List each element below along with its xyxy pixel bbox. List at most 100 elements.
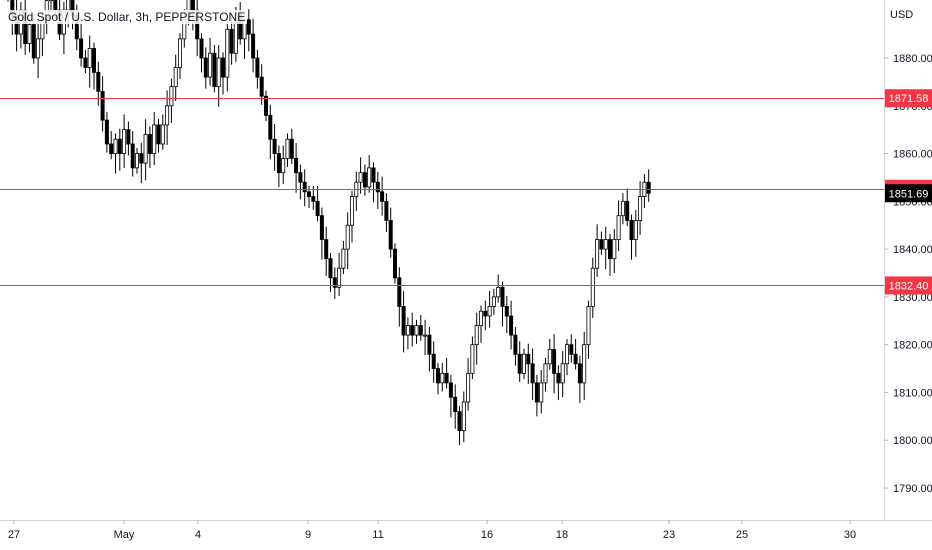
candle-body xyxy=(268,114,273,140)
candle-body xyxy=(423,334,428,337)
time-tick-label: 4 xyxy=(195,529,201,541)
candle xyxy=(461,391,466,443)
candle-body xyxy=(122,129,127,154)
candle xyxy=(276,145,281,188)
candle xyxy=(354,171,359,211)
candle-body xyxy=(453,396,458,412)
candle-body xyxy=(328,258,333,279)
candle-body xyxy=(216,57,221,88)
candle xyxy=(530,348,535,401)
candle-body xyxy=(345,224,350,250)
candle-body xyxy=(483,310,488,317)
symbol-title[interactable]: Gold Spot / U.S. Dollar, 3h, PEPPERSTONE xyxy=(6,10,248,24)
candle xyxy=(384,193,389,232)
candle-body xyxy=(143,134,148,164)
candle xyxy=(612,229,617,274)
candle-body xyxy=(560,363,565,384)
candle xyxy=(552,334,557,394)
candle xyxy=(367,154,372,193)
time-tick-label: 23 xyxy=(663,529,675,541)
candle xyxy=(418,315,423,341)
candle-body xyxy=(435,368,440,384)
candle xyxy=(560,350,565,398)
candle-body xyxy=(139,153,144,164)
candle xyxy=(36,23,41,79)
currency-label[interactable]: USD xyxy=(890,9,914,21)
candle-body xyxy=(36,38,41,59)
candle-body xyxy=(629,220,634,240)
candle-body xyxy=(500,286,505,307)
price-tick-label: 1810.00 xyxy=(893,387,932,399)
candle-body xyxy=(461,401,466,432)
time-tick-label: 16 xyxy=(481,529,493,541)
candle-body xyxy=(349,196,354,226)
candle-body xyxy=(134,153,139,169)
candle-body xyxy=(79,38,84,59)
level-price-tag[interactable]: 1832.40 xyxy=(885,276,932,295)
time-tick-label: May xyxy=(114,529,135,541)
candle xyxy=(212,45,217,93)
candle xyxy=(431,341,436,383)
candle xyxy=(139,143,144,184)
candle-body xyxy=(625,200,630,221)
candle-body xyxy=(491,296,496,307)
candle xyxy=(49,0,54,13)
candle xyxy=(281,145,286,185)
level-price-tag-text: 1832.40 xyxy=(889,280,929,292)
candle xyxy=(513,327,518,366)
price-tick-label: 1790.00 xyxy=(893,483,932,495)
candle xyxy=(83,49,88,74)
candle xyxy=(263,90,268,122)
candle-body xyxy=(534,382,539,403)
candle-body xyxy=(608,239,613,260)
candle-body xyxy=(173,67,178,88)
candle-body xyxy=(332,277,337,288)
candle xyxy=(358,157,363,194)
candle xyxy=(556,365,561,401)
candle-body xyxy=(225,28,230,78)
candle xyxy=(625,188,630,227)
candle xyxy=(319,207,324,260)
candle xyxy=(104,111,109,153)
candle-body xyxy=(130,143,135,169)
candle-body xyxy=(517,353,522,374)
candle xyxy=(109,131,114,160)
candle-body xyxy=(375,181,380,193)
candle-body xyxy=(229,28,234,54)
candle-body xyxy=(392,248,397,279)
candle-body xyxy=(569,344,574,355)
price-tick-label: 1830.00 xyxy=(893,292,932,304)
candle xyxy=(117,128,122,171)
candle-body xyxy=(358,172,363,183)
candle-body xyxy=(203,57,208,78)
candle-body xyxy=(633,220,638,240)
candle-body xyxy=(466,372,471,403)
candle-body xyxy=(470,344,475,374)
candle-body xyxy=(362,172,367,188)
candle xyxy=(152,111,157,166)
candle xyxy=(100,76,105,132)
candle-body xyxy=(298,172,303,183)
candle xyxy=(87,35,92,88)
candle xyxy=(522,348,527,380)
candle xyxy=(337,252,342,296)
candle xyxy=(362,164,367,196)
candle-body xyxy=(504,306,509,317)
candle xyxy=(638,181,643,235)
candle-body xyxy=(87,48,92,68)
last-price-tag[interactable]: 1851.69 xyxy=(885,184,932,203)
candle-body xyxy=(117,138,122,154)
level-price-tag[interactable]: 1871.58 xyxy=(885,89,932,108)
candle-body xyxy=(573,353,578,365)
candle xyxy=(203,47,208,89)
candle xyxy=(565,338,570,376)
candle-body xyxy=(388,220,393,250)
time-tick-label: 11 xyxy=(372,529,383,541)
candle-body xyxy=(478,310,483,326)
candle xyxy=(272,123,277,171)
candle xyxy=(311,186,316,210)
candle xyxy=(169,78,174,123)
candle xyxy=(577,355,582,403)
candle-body xyxy=(126,129,131,145)
